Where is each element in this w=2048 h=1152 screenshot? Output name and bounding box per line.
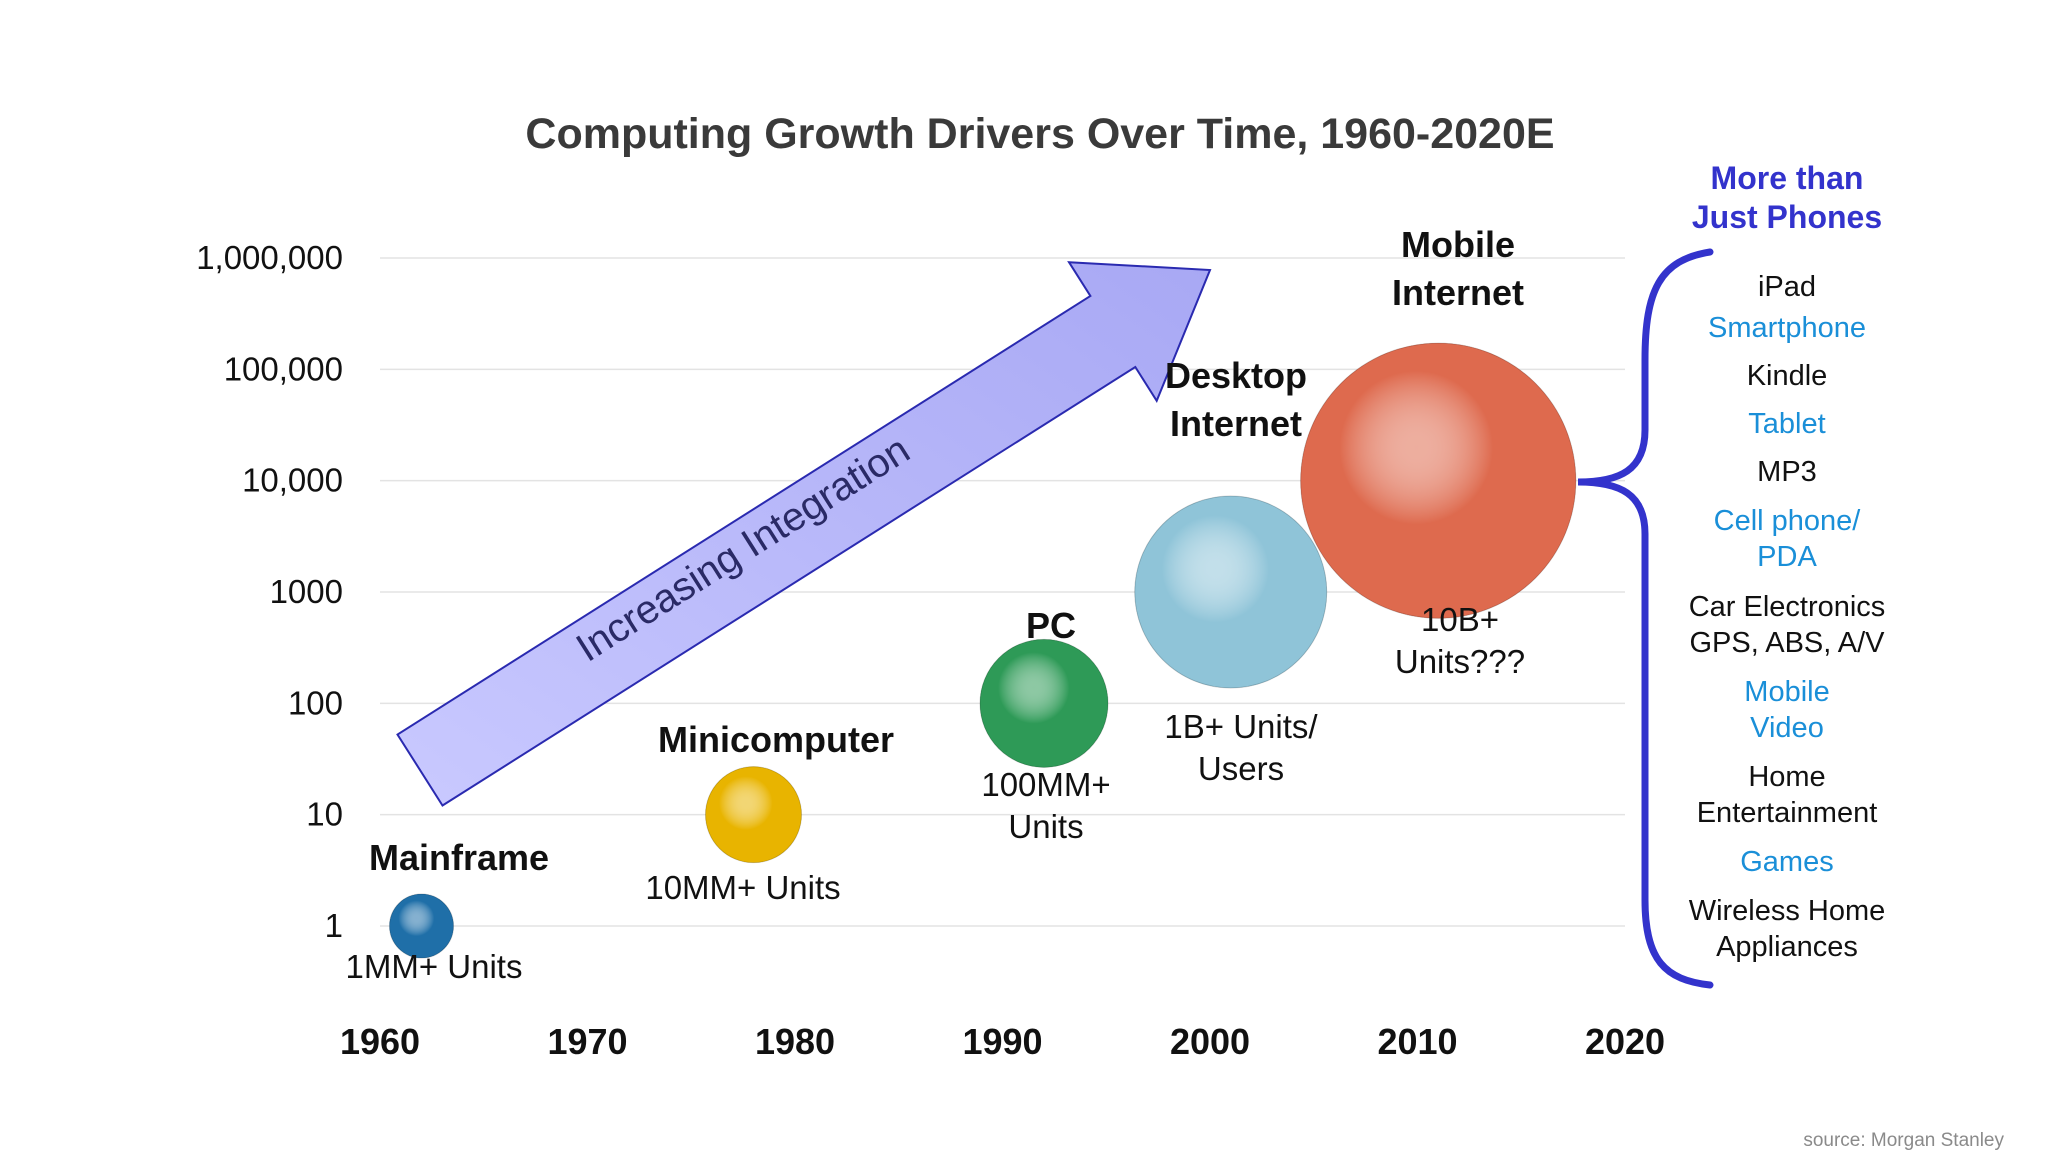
- data-point: Desktop Internet 1B+ Units/Users: [1134, 355, 1328, 787]
- sidebar-item-label: Appliances: [1716, 931, 1858, 963]
- sidebar-item-label: Mobile: [1744, 676, 1829, 708]
- x-axis-ticks: 1960 1970 1980 1990 2000 2010 2020: [340, 1021, 1665, 1062]
- sidebar-item-label: Video: [1750, 712, 1824, 744]
- x-tick-label: 2020: [1585, 1021, 1665, 1062]
- sidebar-item-label: Kindle: [1747, 360, 1828, 392]
- sidebar-item: Kindle: [1747, 360, 1828, 392]
- y-tick-label: 10: [306, 796, 343, 833]
- data-point: PC 100MM+ Units: [979, 605, 1111, 845]
- point-data-label: 1MM+ Units: [346, 948, 523, 985]
- sidebar-item: Home Entertainment: [1697, 761, 1878, 829]
- point-data-label: 1B+ Units/: [1164, 708, 1318, 745]
- point-data-label: Units???: [1395, 643, 1525, 680]
- sidebar-item-label: MP3: [1757, 456, 1817, 488]
- y-axis-ticks: 1 10 100 1000 10,000 100,000 1,000,000: [196, 239, 343, 944]
- x-tick-label: 1990: [962, 1021, 1042, 1062]
- sidebar-header: Just Phones: [1692, 199, 1882, 235]
- sidebar-item-label: PDA: [1757, 541, 1817, 573]
- sidebar-item: Wireless Home Appliances: [1689, 895, 1886, 963]
- chart-title: Computing Growth Drivers Over Time, 1960…: [525, 110, 1554, 158]
- data-point: Minicomputer 10MM+ Units: [645, 719, 894, 906]
- sidebar-brace: [1577, 248, 1714, 989]
- x-tick-label: 2000: [1170, 1021, 1250, 1062]
- point-bubble-shade: [389, 893, 454, 959]
- y-tick-label: 10,000: [242, 462, 343, 499]
- point-data-label: Units: [1008, 808, 1083, 845]
- sidebar-item-label: Games: [1740, 846, 1833, 878]
- point-data-label: 10MM+ Units: [645, 869, 840, 906]
- point-name: PC: [1026, 605, 1076, 646]
- sidebar-item: MP3: [1757, 456, 1817, 488]
- sidebar-item-label: Wireless Home: [1689, 895, 1886, 927]
- sidebar-item: Car Electronics GPS, ABS, A/V: [1689, 591, 1886, 659]
- sidebar-item-label: Home: [1748, 761, 1825, 793]
- point-name: Internet: [1392, 272, 1524, 313]
- sidebar-item-label: iPad: [1758, 271, 1816, 303]
- data-points: Mainframe 1MM+ Units Minicomputer 10MM+ Uni…: [346, 224, 1577, 985]
- sidebar-item-label: Entertainment: [1697, 797, 1878, 829]
- point-bubble-shade: [705, 766, 802, 864]
- point-bubble-shade: [1300, 342, 1577, 619]
- data-point: Mobile Internet 10B+ Units???: [1300, 224, 1577, 680]
- point-bubble-shade: [979, 638, 1109, 768]
- arrow-shape: [396, 261, 1212, 807]
- arrow-label: Increasing Integration: [569, 428, 918, 671]
- point-name: Internet: [1170, 403, 1302, 444]
- sidebar-item: Cell phone/PDA: [1714, 505, 1862, 573]
- sidebar-item: Tablet: [1748, 408, 1825, 440]
- y-tick-label: 1: [325, 907, 343, 944]
- point-name: Mobile: [1401, 224, 1515, 265]
- sidebar-item: Games: [1740, 846, 1833, 878]
- x-tick-label: 1970: [547, 1021, 627, 1062]
- sidebar-item-label: Cell phone/: [1714, 505, 1862, 537]
- x-tick-label: 1980: [755, 1021, 835, 1062]
- x-tick-label: 1960: [340, 1021, 420, 1062]
- point-data-label: 100MM+: [981, 766, 1110, 803]
- point-name: Mainframe: [369, 837, 549, 878]
- y-tick-label: 1000: [270, 573, 343, 610]
- data-point: Mainframe 1MM+ Units: [346, 837, 550, 985]
- point-name: Desktop: [1165, 355, 1307, 396]
- sidebar-header: More than: [1711, 160, 1864, 196]
- sidebar-item-label: Smartphone: [1708, 312, 1866, 344]
- x-tick-label: 2010: [1377, 1021, 1457, 1062]
- sidebar-item-label: Car Electronics: [1689, 591, 1886, 623]
- point-data-label: 10B+: [1421, 601, 1499, 638]
- sidebar-item: Mobile Video: [1744, 676, 1829, 744]
- y-tick-label: 100,000: [224, 350, 343, 387]
- sidebar-item: Smartphone: [1708, 312, 1866, 344]
- source-note: source: Morgan Stanley: [1803, 1130, 2004, 1151]
- sidebar-item: iPad: [1758, 271, 1816, 303]
- y-tick-label: 100: [288, 684, 343, 721]
- point-bubble-shade: [1134, 495, 1328, 689]
- sidebar-item-label: Tablet: [1748, 408, 1825, 440]
- point-data-label: Users: [1198, 750, 1284, 787]
- sidebar-item-label: GPS, ABS, A/V: [1689, 627, 1885, 659]
- y-tick-label: 1,000,000: [196, 239, 343, 276]
- point-name: Minicomputer: [658, 719, 894, 760]
